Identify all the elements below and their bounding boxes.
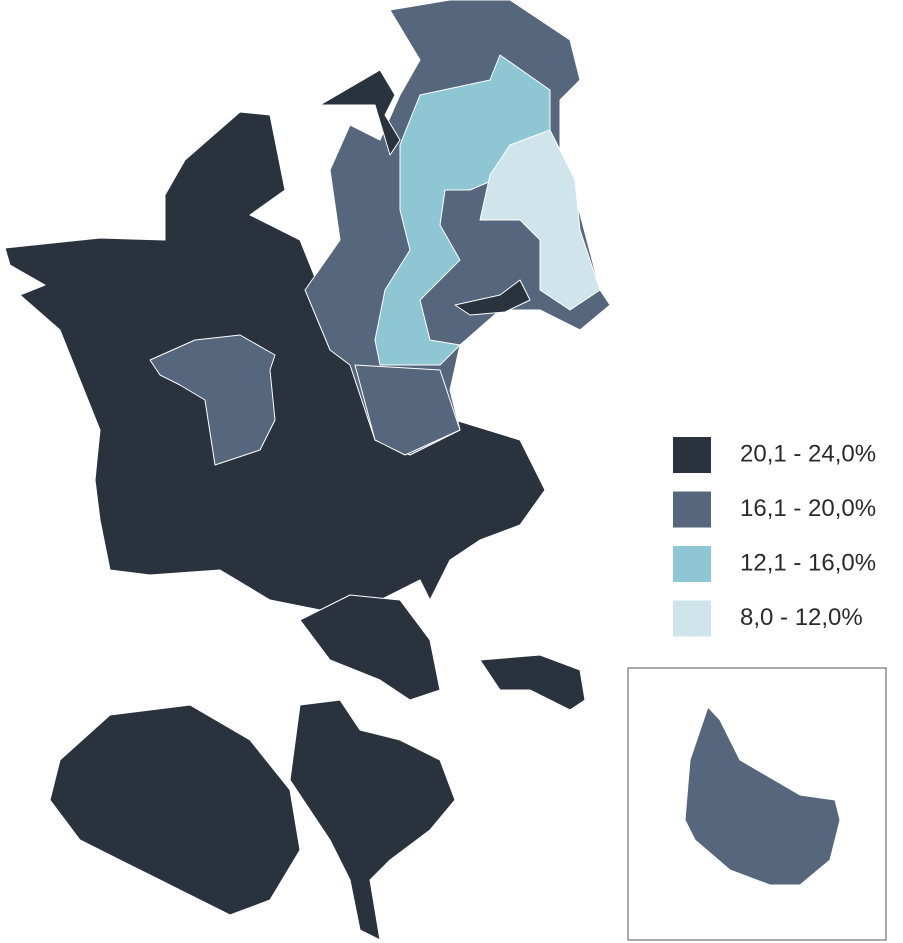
inset-frame	[627, 667, 887, 941]
legend-label: 16,1 - 20,0%	[740, 495, 876, 522]
legend-label: 20,1 - 24,0%	[740, 440, 876, 467]
legend-swatch	[673, 600, 711, 637]
region	[289, 699, 456, 941]
region	[354, 364, 461, 456]
region	[49, 704, 301, 916]
region	[4, 111, 546, 611]
legend-label: 12,1 - 16,0%	[740, 549, 876, 576]
legend-swatch	[673, 437, 711, 473]
region	[319, 69, 401, 156]
region	[374, 54, 551, 366]
region	[149, 334, 276, 466]
legend-swatch	[673, 491, 711, 528]
region	[479, 129, 601, 311]
legend: 20,1 - 24,0% 16,1 - 20,0% 12,1 - 16,0% 8,0 …	[673, 437, 876, 637]
legend-label: 8,0 - 12,0%	[740, 604, 863, 631]
bornholm	[684, 706, 841, 886]
region	[299, 594, 441, 701]
region	[479, 654, 586, 711]
legend-swatch	[673, 546, 711, 582]
region	[454, 279, 531, 316]
zealand-map	[4, 0, 611, 941]
